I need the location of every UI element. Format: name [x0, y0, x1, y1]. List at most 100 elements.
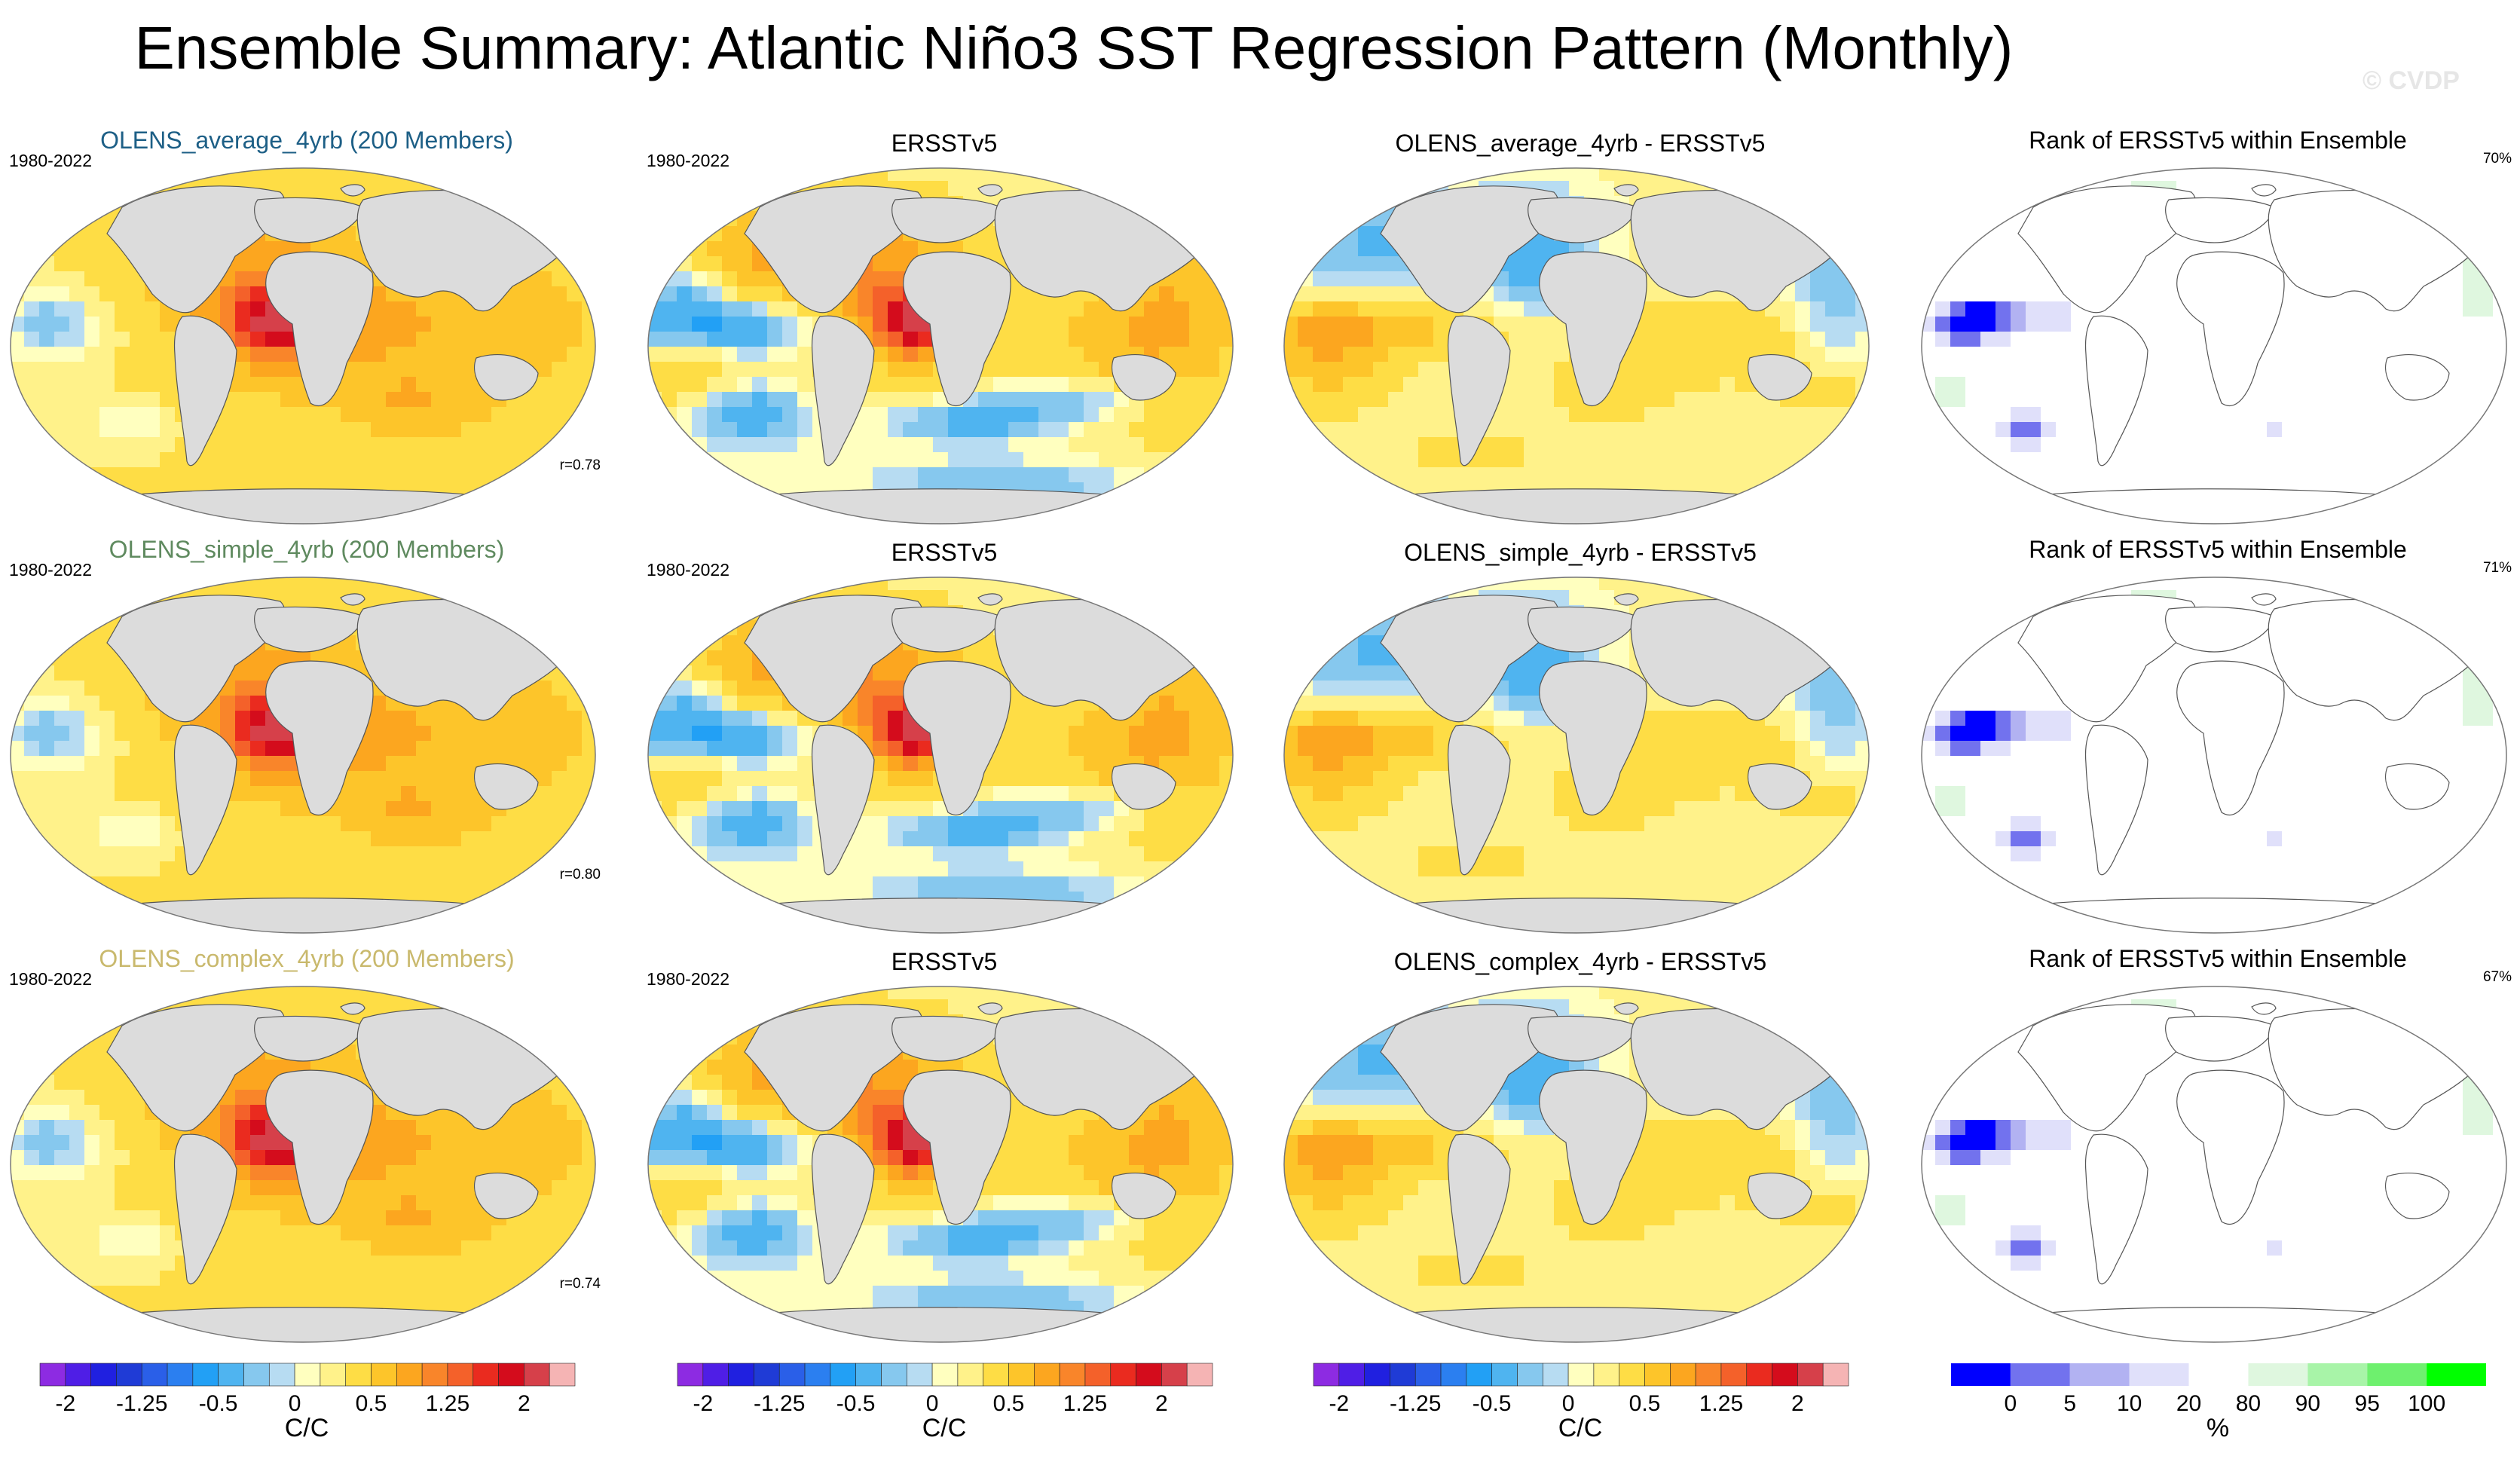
- colorbar-swatch: [2069, 1363, 2130, 1386]
- panel-title: OLENS_complex_4yrb (200 Members): [99, 945, 515, 972]
- land-mask: [743, 1002, 1220, 1342]
- continent-outline: [474, 353, 539, 401]
- colorbar-swatch: [2129, 1363, 2189, 1386]
- colorbar-swatch: [1084, 1363, 1112, 1387]
- colorbar-unit: C/C: [284, 1414, 329, 1442]
- colorbar-swatch: [1414, 1363, 1442, 1387]
- colorbar-swatch: [830, 1363, 856, 1387]
- map-frame: [647, 577, 1234, 934]
- colorbar-swatch: [345, 1363, 372, 1387]
- continent-outline: [1379, 488, 1774, 524]
- colorbar-swatch: [320, 1363, 347, 1387]
- continent-outline: [811, 1133, 875, 1285]
- colorbar-swatch: [2188, 1363, 2249, 1386]
- colorbar-swatch: [1644, 1363, 1671, 1387]
- pattern-correlation: r=0.78: [559, 457, 601, 473]
- continent-outline: [1380, 595, 1559, 723]
- colorbar-swatch: [2248, 1363, 2308, 1386]
- colorbar-swatch: [243, 1363, 270, 1387]
- rank-panel-2: Rank of ERSSTv5 within Ensemble 71%: [1920, 530, 2515, 937]
- colorbar-swatch: [116, 1363, 142, 1387]
- continent-outline: [1447, 724, 1511, 876]
- colorbar-tick-label: 1.25: [425, 1391, 470, 1416]
- sst-map-1: [647, 167, 1234, 525]
- continent-outline: [1528, 197, 1638, 243]
- colorbar-swatch: [855, 1363, 882, 1387]
- map-frame: [1921, 577, 2507, 934]
- colorbar-swatch: [2427, 1363, 2486, 1386]
- colorbar-swatch: [498, 1363, 524, 1387]
- colorbar-swatch: [1491, 1363, 1518, 1387]
- panel-title: Rank of ERSSTv5 within Ensemble: [2029, 945, 2407, 972]
- ensemble-panel-3: OLENS_complex_4yrb (200 Members) 1980-202…: [9, 939, 604, 1346]
- colorbar-swatch: [1008, 1363, 1035, 1387]
- continent-outline: [2251, 1002, 2277, 1015]
- colorbar-swatch: [1542, 1363, 1569, 1387]
- map-frame: [1283, 167, 1870, 525]
- pattern-correlation: r=0.80: [559, 867, 601, 882]
- colorbar-swatch: [90, 1363, 117, 1387]
- colorbar-swatch: [1951, 1363, 2011, 1386]
- rank-panel-1: Rank of ERSSTv5 within Ensemble 70%: [1920, 121, 2515, 528]
- colorbar-tick-label: 10: [2116, 1391, 2142, 1416]
- map-frame: [647, 167, 1234, 525]
- continent-outline: [903, 1069, 1011, 1225]
- continent-outline: [2385, 353, 2450, 401]
- map-frame: [1283, 986, 1870, 1343]
- continent-outline: [173, 1133, 237, 1285]
- continent-outline: [106, 1004, 286, 1132]
- colorbar-tick-label: 1.25: [1063, 1391, 1108, 1416]
- map-frame: [1283, 577, 1870, 934]
- sst-colorbar-1: [39, 1363, 576, 1387]
- colorbar-swatch: [778, 1363, 806, 1387]
- continent-outline: [2176, 251, 2285, 406]
- rank-map-3: [1921, 167, 2507, 525]
- rank-map-11: [1921, 986, 2507, 1343]
- continent-outline: [173, 724, 237, 876]
- continent-outline: [743, 488, 1138, 524]
- colorbar-tick-label: -0.5: [198, 1391, 238, 1416]
- colorbar-swatch: [983, 1363, 1009, 1387]
- continent-outline: [977, 593, 1003, 606]
- colorbar-swatch: [906, 1363, 933, 1387]
- panel-years: 1980-2022: [9, 560, 92, 580]
- continent-outline: [173, 315, 237, 466]
- panel-years: 1980-2022: [647, 560, 729, 580]
- rank-map-7: [1921, 577, 2507, 934]
- obs-panel-3: ERSSTv5 1980-2022: [647, 939, 1242, 1346]
- colorbar-tick-label: -1.25: [116, 1391, 168, 1416]
- colorbar-swatch: [677, 1363, 704, 1387]
- continent-outline: [2017, 1004, 2197, 1132]
- diff-panel-2: OLENS_simple_4yrb - ERSSTv5: [1283, 530, 1878, 937]
- colorbar-unit: %: [2206, 1414, 2230, 1442]
- land-mask: [106, 1002, 583, 1342]
- continent-outline: [1447, 315, 1511, 466]
- continent-outline: [2385, 763, 2450, 810]
- panel-title: ERSSTv5: [891, 948, 998, 975]
- colorbar-swatch: [2307, 1363, 2368, 1386]
- panel-title: ERSSTv5: [891, 539, 998, 566]
- colorbar-swatch: [447, 1363, 474, 1387]
- continent-outline: [2176, 1069, 2285, 1225]
- colorbar-swatch: [218, 1363, 244, 1387]
- colorbar-swatch: [1390, 1363, 1416, 1387]
- land-mask: [1379, 1002, 1856, 1342]
- continent-outline: [1112, 1172, 1176, 1219]
- sst-map-10: [1283, 986, 1870, 1343]
- colorbar-swatch: [931, 1363, 959, 1387]
- continent-outline: [106, 1307, 500, 1342]
- continent-outline: [2084, 1133, 2148, 1285]
- sst-map-8: [10, 986, 596, 1343]
- continent-outline: [474, 763, 539, 810]
- colorbar-tick-label: 0.5: [355, 1391, 387, 1416]
- colorbar-tick-label: -0.5: [1472, 1391, 1512, 1416]
- continent-outline: [2084, 724, 2148, 876]
- continent-outline: [340, 184, 365, 197]
- continent-outline: [1379, 1307, 1774, 1342]
- colorbar-swatch: [549, 1363, 576, 1387]
- colorbar-tick-label: 1.25: [1699, 1391, 1744, 1416]
- colorbar-swatch: [371, 1363, 397, 1387]
- map-frame: [1921, 167, 2507, 525]
- colorbar-swatch: [754, 1363, 780, 1387]
- colorbar-swatch: [1567, 1363, 1595, 1387]
